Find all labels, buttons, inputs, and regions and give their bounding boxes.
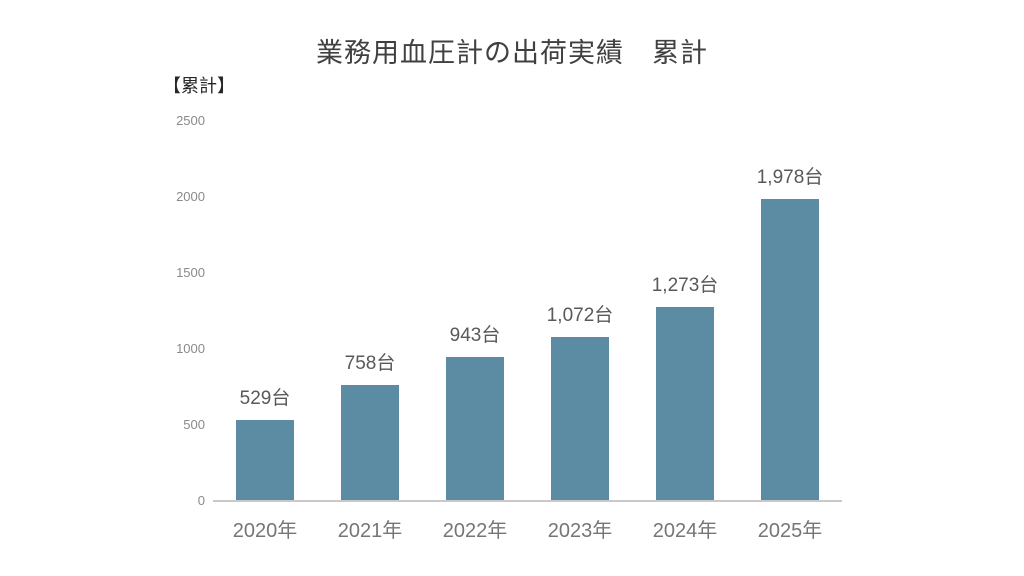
y-axis-tick-label: 1500 (176, 265, 205, 280)
x-axis-category-label: 2025年 (757, 520, 823, 542)
bar-value-label: 1,273台 (651, 275, 719, 296)
chart-title: 業務用血圧計の出荷実績 累計 (316, 38, 708, 68)
bar-2020年 (236, 420, 294, 500)
x-axis-category-label: 2024年 (652, 520, 718, 542)
cumulative-unit-label: 【累計】 (163, 76, 235, 96)
y-axis-tick-label: 1000 (176, 341, 205, 356)
bar-value-label: 758台 (344, 353, 396, 374)
x-axis-category-label: 2021年 (337, 520, 403, 542)
bar-2025年 (761, 199, 819, 500)
y-axis-tick-label: 2500 (176, 113, 205, 128)
x-axis-category-label: 2020年 (232, 520, 298, 542)
y-axis-tick-label: 0 (197, 493, 205, 508)
bar-value-label: 529台 (239, 388, 291, 409)
x-axis-category-label: 2023年 (547, 520, 613, 542)
bar-2021年 (341, 385, 399, 500)
bar-2023年 (551, 337, 609, 500)
bar-2022年 (446, 357, 504, 500)
x-axis-line (213, 500, 842, 502)
y-axis-tick-label: 2000 (176, 189, 205, 204)
bar-value-label: 943台 (449, 325, 501, 346)
bar-2024年 (656, 307, 714, 500)
y-axis-tick-label: 500 (183, 417, 205, 432)
bar-value-label: 1,072台 (546, 305, 614, 326)
bar-value-label: 1,978台 (756, 167, 824, 188)
x-axis-category-label: 2022年 (442, 520, 508, 542)
